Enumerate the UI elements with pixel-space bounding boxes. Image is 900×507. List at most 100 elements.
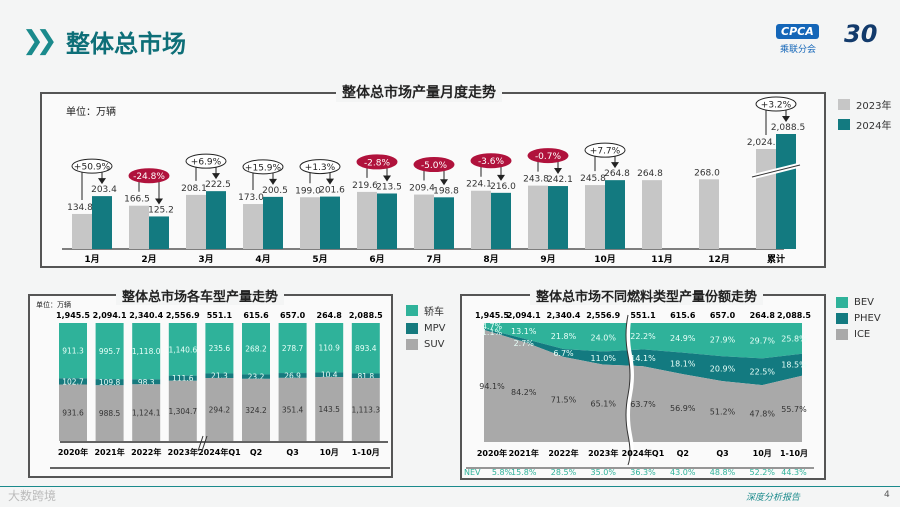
bar-2023 <box>699 179 719 249</box>
x-tick-label: 3月 <box>198 254 213 265</box>
bar-segment-sedan <box>205 323 234 374</box>
x-tick-label: 2024年Q1 <box>198 447 241 457</box>
ice-share-label: 71.5% <box>551 395 577 404</box>
growth-badge <box>356 154 398 170</box>
growth-label: +7.7% <box>590 147 621 157</box>
logo-text: CPCA <box>776 24 819 39</box>
growth-badge <box>527 148 569 164</box>
growth-badge <box>299 159 341 175</box>
bar-2024 <box>434 197 454 249</box>
total-label: 657.0 <box>710 311 736 320</box>
phev-share-label: 20.9% <box>710 365 736 374</box>
data-label-2024: 213.5 <box>376 182 402 192</box>
x-tick-label: 2月 <box>141 254 156 265</box>
bar-segment-mpv <box>95 379 124 386</box>
legend-label: ICE <box>854 329 871 340</box>
nev-share-label: 36.3% <box>630 468 656 477</box>
x-tick-label: 11月 <box>651 254 673 265</box>
segment-label: 931.6 <box>62 409 84 418</box>
x-tick-label: 2023年 <box>168 447 198 457</box>
bar-segment-sedan <box>132 323 161 380</box>
legend-2023: 2023年 <box>838 97 891 112</box>
legend-phev: PHEV <box>836 313 881 324</box>
phev-share-label: 18.5% <box>781 361 807 370</box>
bar-2024 <box>377 193 397 249</box>
data-label-2023: 243.8 <box>523 175 549 185</box>
segment-label: 110.9 <box>318 344 340 353</box>
data-label-2023: 134.8 <box>67 203 93 213</box>
nev-share-label: 52.2% <box>750 468 776 477</box>
ice-share-label: 84.2% <box>511 388 537 397</box>
legend-swatch <box>836 297 848 308</box>
data-label-2024: 201.6 <box>319 186 345 196</box>
bev-share-label: 25.8% <box>781 334 807 343</box>
arrow-head-icon <box>782 116 790 122</box>
x-tick-label: Q2 <box>677 449 689 458</box>
segment-label: 893.4 <box>355 344 377 353</box>
bar-2024 <box>206 191 226 249</box>
segment-label: 294.2 <box>209 406 231 415</box>
fuel-type-chart: 1,945.5 2020年 4.7%1.1% 94.1% 5.8% 2,094.1 2021… <box>464 311 814 477</box>
arrow-head-icon <box>98 178 106 185</box>
total-label: 2,340.4 <box>547 311 581 320</box>
total-label: 2,340.4 <box>129 311 163 320</box>
page-number: 4 <box>884 490 890 500</box>
ice-share-label: 51.2% <box>710 408 736 417</box>
anniversary-logo: 30 <box>844 20 878 48</box>
legend-swatch <box>838 119 850 130</box>
total-label: 264.8 <box>750 311 776 320</box>
total-label: 615.6 <box>243 311 269 320</box>
x-tick-label: 2020年 <box>477 448 507 458</box>
data-label-2023: 173.0 <box>238 193 264 203</box>
x-tick-label: 9月 <box>540 254 555 265</box>
data-label-2024: 125.2 <box>148 205 174 215</box>
x-tick-label: 6月 <box>369 254 384 265</box>
legend-label: 2023年 <box>856 101 892 112</box>
vehicle-type-chart: 911.3 102.7 931.6 1,945.5 2020年 995.7 109.8 988… <box>50 311 390 469</box>
bar-2024 <box>605 180 625 249</box>
segment-label: 235.6 <box>209 344 231 353</box>
ice-share-label: 94.1% <box>479 382 505 391</box>
growth-label: -0.7% <box>535 152 562 162</box>
phev-share-label: 6.7% <box>553 349 574 358</box>
page-title: 整体总市场 <box>66 30 186 58</box>
data-label-2024: 2,088.5 <box>771 123 805 133</box>
bar-2024 <box>548 186 568 249</box>
legend-bev: BEV <box>836 297 881 308</box>
ice-share-label: 55.7% <box>781 405 807 414</box>
growth-label: +15.9% <box>245 163 282 173</box>
bev-share-label: 24.9% <box>670 334 696 343</box>
ice-share-label: 63.7% <box>630 400 656 409</box>
legend-label: PHEV <box>854 313 881 324</box>
x-tick-label: 2023年 <box>588 448 618 458</box>
bev-share-label: 22.2% <box>630 332 656 341</box>
data-label-2023: 2,024.1 <box>747 138 781 148</box>
segment-label: 1,124.1 <box>132 409 161 418</box>
data-label-2023: 224.1 <box>466 180 492 190</box>
arrow-head-icon <box>497 174 505 181</box>
fuel-type-chart-title: 整体总市场不同燃料类型产量份额走势 <box>530 286 764 305</box>
x-tick-label: 4月 <box>255 254 270 265</box>
data-label-2023: 208.1 <box>181 184 207 194</box>
x-tick-label: 1-10月 <box>780 449 808 458</box>
axis-break-line <box>625 314 631 466</box>
bar-segment-suv <box>168 380 197 441</box>
segment-label: 1,118.0 <box>132 347 161 356</box>
growth-badge <box>128 168 170 184</box>
bar-segment-mpv <box>59 378 87 385</box>
bar-2023 <box>300 197 320 249</box>
total-label: 1,945.5 <box>56 311 90 320</box>
ice-share-label: 65.1% <box>591 399 617 408</box>
growth-label: +1.3% <box>305 163 336 173</box>
chevron-icon: ❯❯ <box>22 26 57 56</box>
legend-label: 2024年 <box>856 121 892 132</box>
bar-segment-suv <box>315 377 344 441</box>
data-label-2024: 222.5 <box>205 180 231 190</box>
total-label: 2,088.5 <box>777 311 811 320</box>
phev-share-label: 22.5% <box>750 368 776 377</box>
segment-label: 109.8 <box>99 378 121 387</box>
x-tick-label: 10月 <box>594 254 616 265</box>
bev-share-label: 27.9% <box>710 336 736 345</box>
phev-share-label: 1.1% <box>482 328 503 337</box>
bar-segment-sedan <box>242 323 270 375</box>
